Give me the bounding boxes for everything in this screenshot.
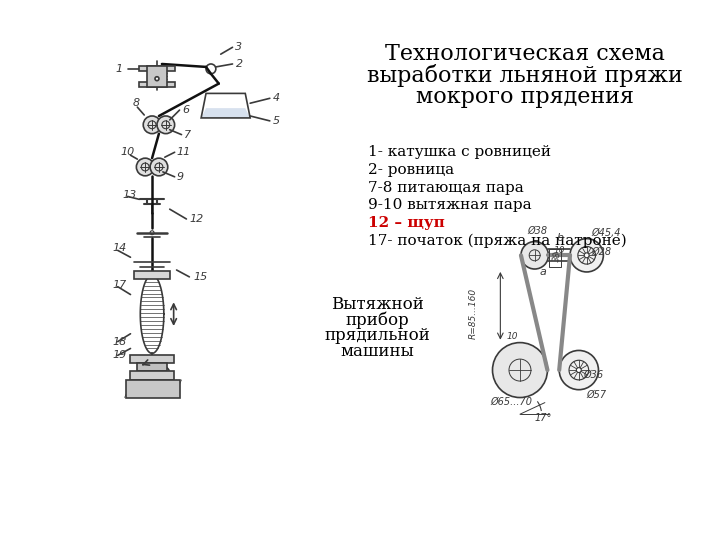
Text: 18: 18 — [113, 336, 127, 347]
Bar — [147, 66, 167, 86]
Bar — [549, 249, 561, 267]
Text: b: b — [557, 233, 563, 242]
Text: 13: 13 — [122, 191, 137, 200]
Circle shape — [492, 342, 547, 397]
Text: 14: 14 — [113, 244, 127, 253]
Text: R=85...160: R=85...160 — [469, 288, 477, 339]
Text: 19: 19 — [113, 350, 127, 360]
Text: 9: 9 — [176, 172, 184, 182]
Text: Технологическая схема: Технологическая схема — [385, 43, 665, 65]
Text: a: a — [539, 267, 546, 277]
Text: Ø65...70: Ø65...70 — [490, 396, 533, 407]
Text: 38: 38 — [552, 250, 563, 262]
Text: 17: 17 — [113, 280, 127, 290]
Text: 1- катушка с ровницей: 1- катушка с ровницей — [368, 145, 551, 159]
Text: 3: 3 — [235, 42, 243, 52]
Text: выработки льняной пряжи: выработки льняной пряжи — [367, 64, 683, 87]
Text: прибор: прибор — [346, 311, 410, 329]
Circle shape — [559, 350, 598, 390]
Text: 10: 10 — [554, 246, 564, 255]
Text: 5: 5 — [273, 116, 280, 126]
Text: 15: 15 — [193, 272, 207, 282]
Circle shape — [521, 241, 549, 269]
Text: 7-8 питающая пара: 7-8 питающая пара — [368, 180, 523, 194]
Bar — [130, 371, 174, 380]
Text: 10: 10 — [121, 147, 135, 157]
Text: 10: 10 — [506, 332, 518, 341]
Circle shape — [584, 253, 589, 258]
Circle shape — [136, 158, 154, 176]
Text: 12 – щуп: 12 – щуп — [368, 216, 445, 230]
Text: Ø36: Ø36 — [584, 370, 604, 380]
Bar — [130, 355, 174, 363]
Text: 12: 12 — [189, 214, 204, 224]
Circle shape — [157, 116, 175, 133]
Text: прядильной: прядильной — [325, 327, 431, 344]
Text: 2: 2 — [235, 59, 243, 69]
Circle shape — [150, 158, 168, 176]
Text: 8: 8 — [132, 98, 140, 108]
Text: Ø28: Ø28 — [592, 247, 612, 257]
Bar — [125, 380, 179, 397]
Circle shape — [570, 239, 603, 272]
Circle shape — [577, 368, 581, 373]
Text: 6: 6 — [182, 105, 189, 115]
Text: машины: машины — [341, 343, 415, 360]
Bar — [135, 271, 170, 279]
Circle shape — [143, 116, 161, 133]
Text: Ø45,4: Ø45,4 — [592, 228, 621, 238]
Text: Вытяжной: Вытяжной — [331, 296, 424, 313]
Text: 17°: 17° — [535, 413, 552, 423]
Text: 17- початок (пряжа на патроне): 17- початок (пряжа на патроне) — [368, 233, 626, 248]
Text: мокрого прядения: мокрого прядения — [416, 86, 634, 109]
Text: 2- ровница: 2- ровница — [368, 163, 454, 177]
Text: 11: 11 — [176, 147, 191, 157]
Bar — [139, 82, 175, 86]
Bar — [139, 66, 175, 71]
Text: Ø57: Ø57 — [587, 389, 607, 400]
Circle shape — [155, 77, 159, 80]
Text: 9-10 вытяжная пара: 9-10 вытяжная пара — [368, 198, 531, 212]
Text: Ø38: Ø38 — [527, 226, 547, 235]
Text: 7: 7 — [184, 130, 192, 140]
Bar — [138, 363, 167, 371]
Text: 1: 1 — [115, 64, 122, 74]
Text: 4: 4 — [273, 93, 280, 103]
Polygon shape — [201, 108, 250, 118]
